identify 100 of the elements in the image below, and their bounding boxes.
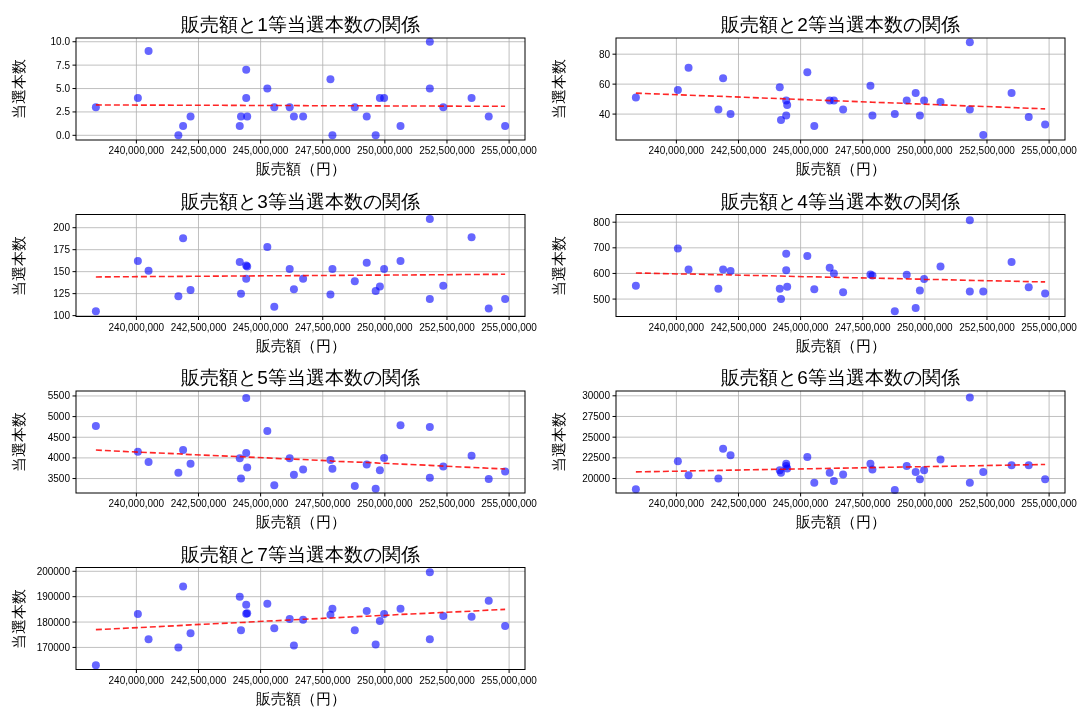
point [775, 83, 784, 92]
point [783, 101, 792, 110]
x-tick-label: 247,500,000 [294, 321, 351, 333]
point [326, 75, 335, 84]
point [1041, 120, 1050, 129]
x-axis-title: 販売額（円） [795, 160, 886, 177]
point [775, 284, 784, 293]
x-tick-label: 242,500,000 [710, 498, 767, 509]
x-tick-label: 252,500,000 [419, 145, 476, 156]
point [179, 582, 188, 591]
point [235, 592, 244, 601]
x-tick-label: 252,500,000 [959, 145, 1016, 156]
x-tick-label: 240,000,000 [648, 321, 705, 333]
x-tick-label: 255,000,000 [1021, 498, 1078, 509]
point [362, 606, 371, 615]
x-tick-label: 242,500,000 [170, 321, 227, 333]
x-tick-label: 255,000,000 [481, 321, 538, 333]
point [289, 112, 298, 121]
point [144, 47, 153, 56]
y-tick-label: 700 [593, 242, 611, 254]
y-tick-label: 40 [598, 108, 611, 120]
point [396, 121, 405, 130]
point [362, 460, 371, 469]
x-tick-label: 240,000,000 [648, 498, 705, 509]
y-axis-title: 当選本数 [10, 59, 27, 119]
point [174, 643, 183, 652]
point [144, 458, 153, 467]
point [242, 600, 251, 609]
point [179, 121, 188, 130]
point [965, 38, 974, 47]
point [425, 568, 434, 577]
point [439, 611, 448, 620]
point [631, 485, 640, 494]
point [467, 93, 476, 102]
point [866, 81, 875, 90]
chart-title: 販売額と1等当選本数の関係 [181, 14, 420, 35]
point [425, 473, 434, 482]
point [328, 131, 337, 140]
y-tick-label: 150 [53, 266, 71, 278]
point [270, 103, 279, 112]
x-tick-label: 247,500,000 [294, 498, 351, 509]
y-tick-label: 5500 [47, 390, 71, 402]
y-tick-label: 4500 [47, 431, 71, 443]
point [890, 307, 899, 316]
x-tick-label: 245,000,000 [232, 321, 289, 333]
x-tick-label: 250,000,000 [357, 145, 414, 156]
point [776, 295, 785, 304]
point [133, 609, 142, 618]
point [133, 257, 142, 266]
y-tick-label: 100 [53, 310, 71, 322]
point [902, 96, 911, 105]
x-tick-label: 250,000,000 [357, 674, 414, 686]
chart-title: 販売額と2等当選本数の関係 [721, 14, 960, 35]
point [782, 249, 791, 258]
x-axis-title: 販売額（円） [255, 689, 346, 707]
point [467, 233, 476, 242]
y-tick-label: 5000 [47, 411, 71, 423]
point [501, 121, 510, 130]
point [425, 37, 434, 46]
point [965, 216, 974, 225]
chart-title: 販売額と3等当選本数の関係 [181, 190, 420, 212]
x-tick-label: 240,000,000 [108, 498, 165, 509]
point [920, 466, 929, 475]
x-tick-label: 245,000,000 [232, 145, 289, 156]
x-tick-label: 247,500,000 [294, 145, 351, 156]
point [186, 112, 195, 121]
x-tick-label: 255,000,000 [481, 674, 538, 686]
point [91, 422, 100, 431]
x-axis-title: 販売額（円） [255, 160, 346, 177]
x-tick-label: 240,000,000 [108, 321, 165, 333]
y-tick-label: 190000 [36, 591, 71, 603]
x-tick-label: 242,500,000 [170, 498, 227, 509]
point [965, 287, 974, 296]
x-tick-label: 240,000,000 [108, 674, 165, 686]
point [243, 112, 252, 121]
y-tick-label: 125 [53, 288, 71, 300]
point [285, 265, 294, 274]
x-tick-label: 247,500,000 [834, 498, 891, 509]
point [1007, 257, 1016, 266]
point [289, 285, 298, 294]
y-axis-title: 当選本数 [10, 588, 27, 649]
point [133, 93, 142, 102]
y-axis-title: 当選本数 [550, 235, 567, 296]
point [915, 111, 924, 120]
point [839, 288, 848, 297]
point [425, 635, 434, 644]
point [714, 284, 723, 293]
point [467, 612, 476, 621]
point [174, 468, 183, 477]
point [911, 467, 920, 476]
point [186, 629, 195, 638]
point [684, 471, 693, 480]
point [920, 96, 929, 105]
point [915, 286, 924, 295]
chart-title: 販売額と5等当選本数の関係 [181, 367, 420, 388]
point [380, 93, 389, 102]
point [911, 89, 920, 98]
x-tick-label: 252,500,000 [419, 498, 476, 509]
point [1024, 283, 1033, 292]
point [242, 93, 251, 102]
